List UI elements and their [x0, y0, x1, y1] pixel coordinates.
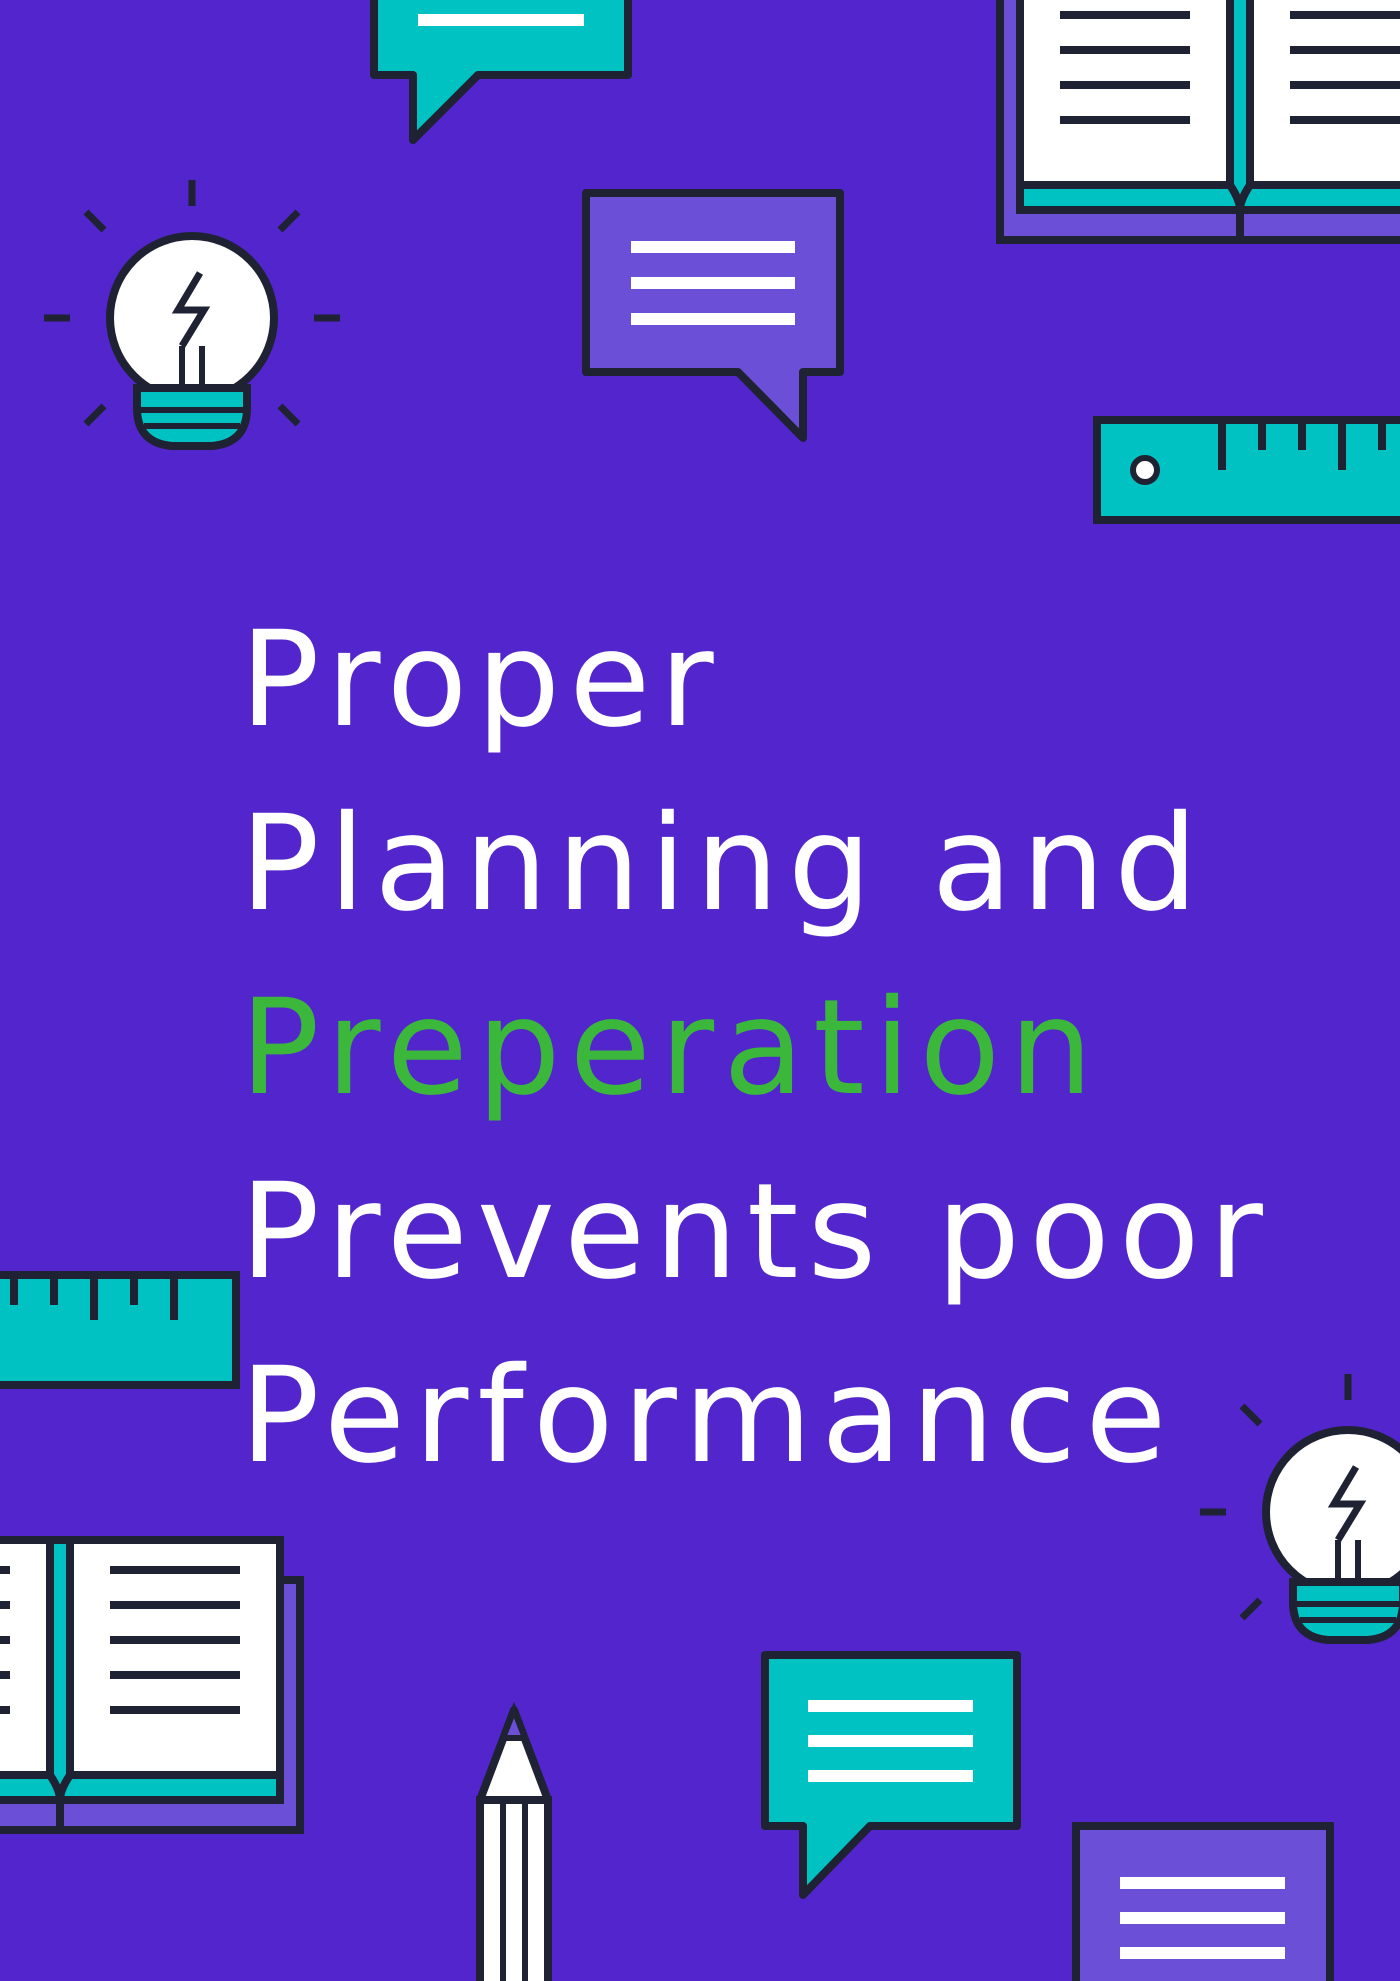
lightbulb-icon: [44, 180, 340, 446]
open-book-icon: [0, 1540, 300, 1830]
pencil-icon: [476, 1701, 552, 1981]
ruler-icon: [1093, 416, 1400, 524]
speech-bubble-icon: [761, 1651, 1021, 1899]
quote-line-planning: Planning and: [240, 787, 1207, 941]
quote-line-performance: Performance: [240, 1339, 1176, 1493]
ruler-icon: [0, 1271, 240, 1389]
quote-line-prevents: Prevents poor: [240, 1155, 1272, 1309]
motivational-quote: Proper Planning and Preperation Prevents…: [240, 588, 1272, 1508]
speech-bubble-icon: [370, 0, 632, 144]
quote-line-preperation-highlighted: Preperation: [240, 971, 1102, 1125]
speech-bubble-icon: [582, 189, 844, 442]
speech-bubble-icon: [1072, 1822, 1334, 1981]
open-book-icon: [1000, 0, 1400, 240]
quote-line-proper: Proper: [240, 603, 723, 757]
